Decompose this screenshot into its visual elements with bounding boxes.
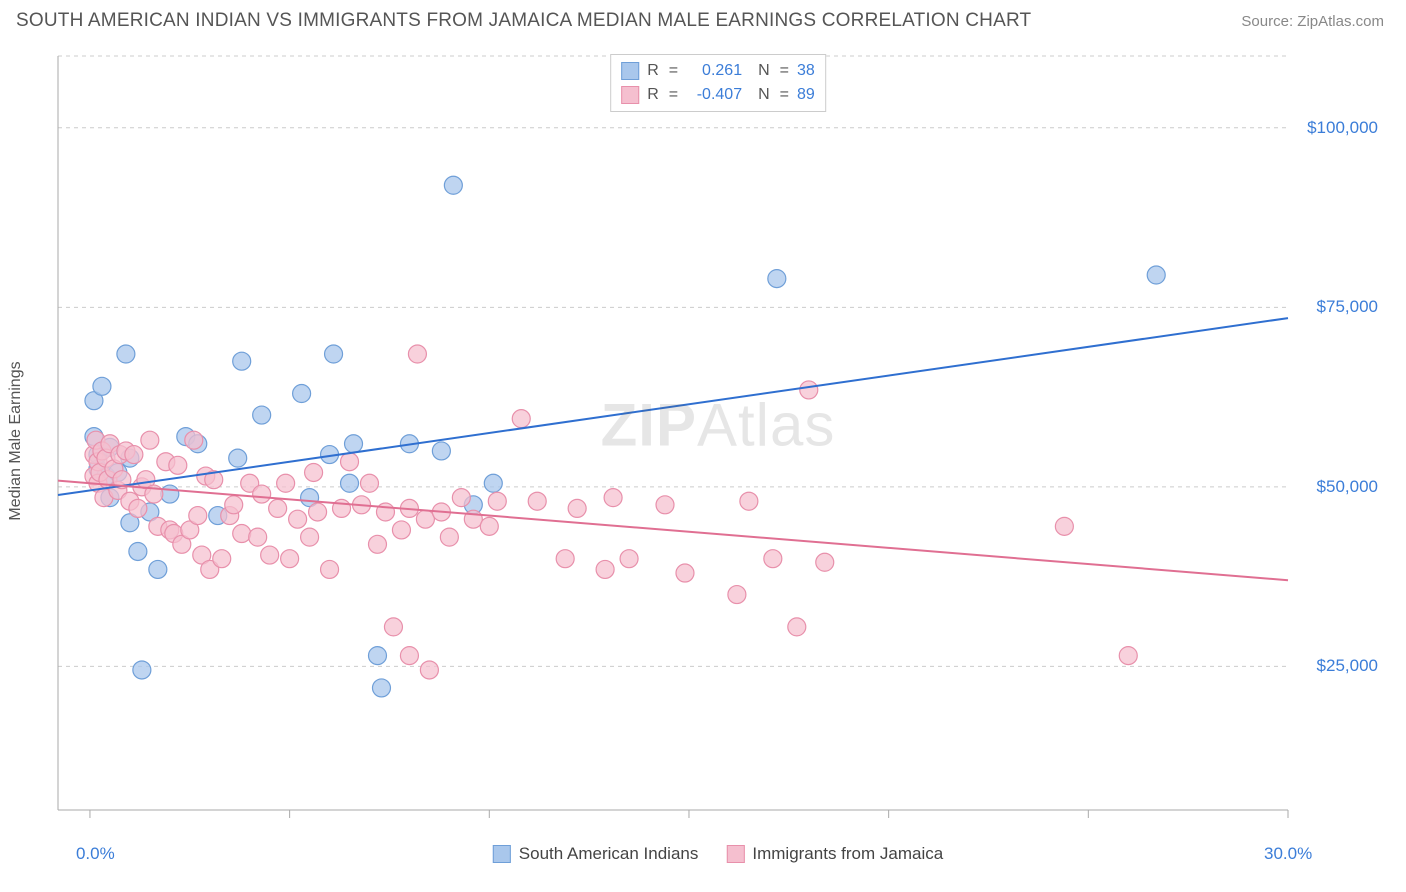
equals-label: =: [669, 86, 678, 104]
r-label: R: [647, 62, 659, 80]
series-name: South American Indians: [519, 844, 699, 864]
n-label: N: [758, 62, 770, 80]
series-legend: South American Indians Immigrants from J…: [493, 844, 943, 864]
series-name: Immigrants from Jamaica: [752, 844, 943, 864]
n-label: N: [758, 86, 770, 104]
x-tick-label-left: 0.0%: [76, 844, 115, 864]
y-axis-label: Median Male Earnings: [7, 361, 25, 520]
y-tick-label: $100,000: [1307, 118, 1378, 138]
scatter-plot: [48, 46, 1388, 836]
n-value: 89: [797, 86, 815, 104]
series-swatch-icon: [493, 845, 511, 863]
y-tick-label: $75,000: [1317, 297, 1378, 317]
series-swatch-icon: [621, 62, 639, 80]
r-label: R: [647, 86, 659, 104]
x-tick-label-right: 30.0%: [1264, 844, 1312, 864]
correlation-legend: R = 0.261 N = 38 R = -0.407 N = 89: [610, 54, 826, 112]
chart-title: SOUTH AMERICAN INDIAN VS IMMIGRANTS FROM…: [16, 10, 1031, 32]
legend-row: R = -0.407 N = 89: [621, 83, 815, 107]
equals-label: =: [780, 86, 789, 104]
series-swatch-icon: [621, 86, 639, 104]
chart-area: Median Male Earnings R = 0.261 N = 38 R …: [48, 46, 1388, 836]
n-value: 38: [797, 62, 815, 80]
y-tick-label: $25,000: [1317, 656, 1378, 676]
source-label: Source:: [1241, 13, 1297, 30]
equals-label: =: [669, 62, 678, 80]
r-value: -0.407: [686, 86, 742, 104]
y-tick-label: $50,000: [1317, 477, 1378, 497]
legend-row: R = 0.261 N = 38: [621, 59, 815, 83]
legend-item: Immigrants from Jamaica: [726, 844, 943, 864]
r-value: 0.261: [686, 62, 742, 80]
source-credit: Source: ZipAtlas.com: [1241, 13, 1384, 30]
legend-item: South American Indians: [493, 844, 699, 864]
equals-label: =: [780, 62, 789, 80]
series-swatch-icon: [726, 845, 744, 863]
source-value: ZipAtlas.com: [1297, 13, 1384, 30]
